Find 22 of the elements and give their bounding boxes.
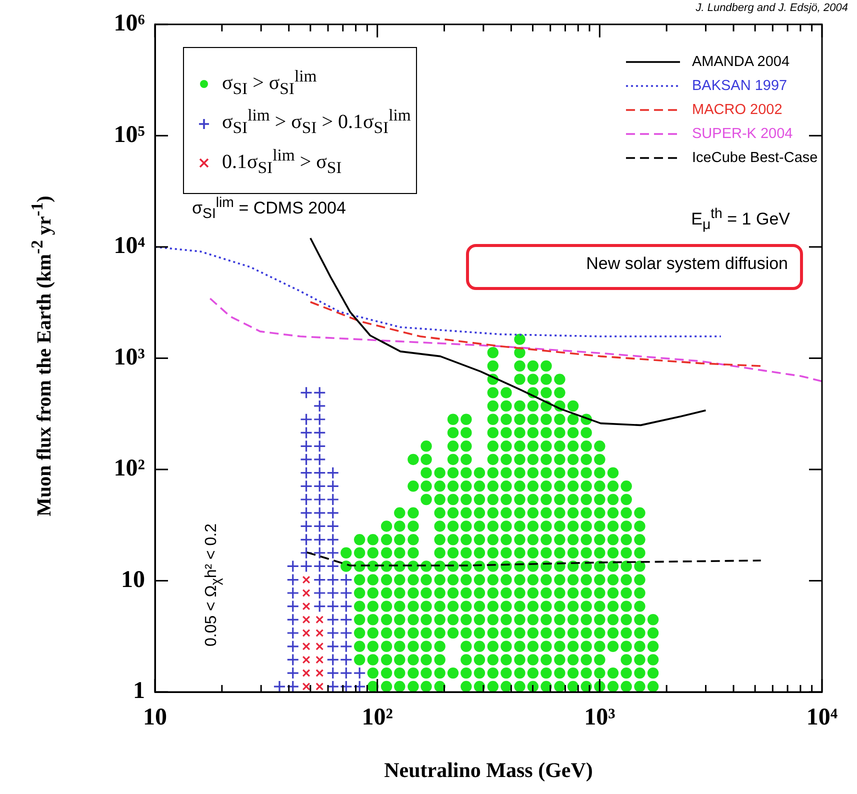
x-tick-label: 10⁴ <box>806 704 838 731</box>
annotation: σ$_{SI}$$^{lim}$ = CDMS 2004 <box>192 195 346 222</box>
x-tick-label: 10 <box>143 704 167 731</box>
legend-label: 0.1σ$_{SI}$$^{lim}$ > σ$_{SI}$ <box>222 145 342 177</box>
legend-label: IceCube Best-Case <box>692 150 818 166</box>
y-tick-label: 10² <box>114 456 145 482</box>
y-tick-label: 1 <box>133 678 145 704</box>
legend-label: BAKSAN 1997 <box>692 78 788 94</box>
legend-label: SUPER-K 2004 <box>692 126 793 142</box>
x-tick-label: 10³ <box>584 704 616 731</box>
legend-label: AMANDA 2004 <box>692 54 790 70</box>
y-tick-label: 10 <box>121 566 145 593</box>
x-axis-title: Neutralino Mass (GeV) <box>383 758 594 783</box>
x-tick-label: 10² <box>362 704 393 731</box>
y-tick-label: 10³ <box>114 344 145 370</box>
legend-label: MACRO 2002 <box>692 102 782 118</box>
y-tick-label: 10⁶ <box>114 10 145 37</box>
annotation: New solar system diffusion <box>585 254 788 274</box>
annotation: E$_{μ}$$^{th}$ = 1 GeV <box>690 206 790 234</box>
text: J. Lundberg and J. Edsjö, 2004 <box>694 2 848 14</box>
y-tick-label: 10⁴ <box>114 233 145 260</box>
y-tick-label: 10⁵ <box>114 122 145 148</box>
